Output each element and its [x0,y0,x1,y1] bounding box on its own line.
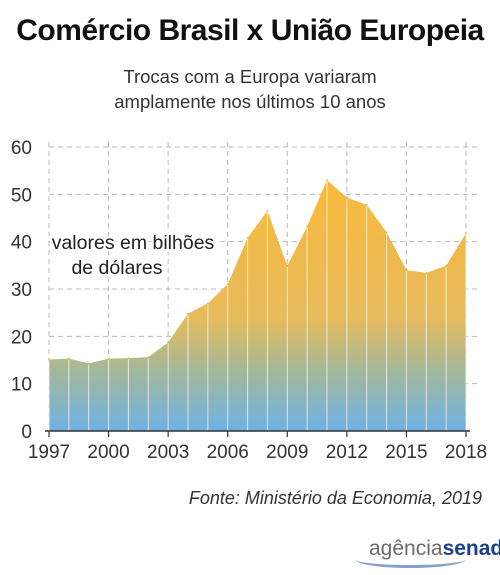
data-point [286,265,289,267]
logo-text-senado: senado [442,537,500,560]
x-tick-label: 2015 [385,442,427,463]
data-point [147,356,150,358]
data-point [167,341,169,344]
x-tick-label: 2009 [266,442,308,463]
data-point [405,269,408,271]
data-point [107,357,110,360]
x-tick-label: 1997 [28,442,70,463]
y-tick-label: 50 [11,185,32,206]
logo-text-agencia: agência [369,537,443,560]
y-tick-label: 60 [11,138,32,159]
y-tick-label: 0 [21,422,32,443]
data-point [187,312,189,315]
data-point [246,237,249,239]
data-point [226,283,229,286]
data-point [48,358,50,361]
y-tick-label: 40 [11,233,32,254]
x-tick-label: 2018 [445,442,487,463]
data-point [445,265,447,267]
data-point [365,203,368,206]
data-point [326,179,328,181]
chart-subtitle-line-2: amplamente nos últimos 10 anos [114,91,386,112]
chart-title: Comércio Brasil x União Europeia [16,14,484,47]
data-point [68,357,70,360]
area-series [49,180,466,431]
data-point [346,196,348,199]
y-tick-label: 10 [11,375,32,396]
x-tick-label: 2012 [326,442,368,463]
agencia-senado-logo: agênciasenado [355,533,500,568]
data-point [425,272,428,274]
unit-annotation-line-1: valores em bilhões [52,232,215,254]
x-tick-label: 2003 [147,442,189,463]
data-point [127,357,130,359]
data-point [266,210,269,212]
data-point [207,302,209,305]
logo-swoosh-icon [355,551,465,568]
data-point [385,231,388,233]
data-point [87,362,90,365]
data-point [306,225,308,228]
y-tick-label: 20 [11,327,32,348]
y-tick-label: 30 [11,280,32,301]
source-note: Fonte: Ministério da Economia, 2019 [188,488,482,508]
data-point [465,232,467,234]
unit-annotation-line-2: de dólares [71,257,162,279]
x-tick-label: 2000 [87,442,129,463]
chart-subtitle-line-1: Trocas com a Europa variaram [123,66,377,87]
x-tick-label: 2006 [207,442,249,463]
